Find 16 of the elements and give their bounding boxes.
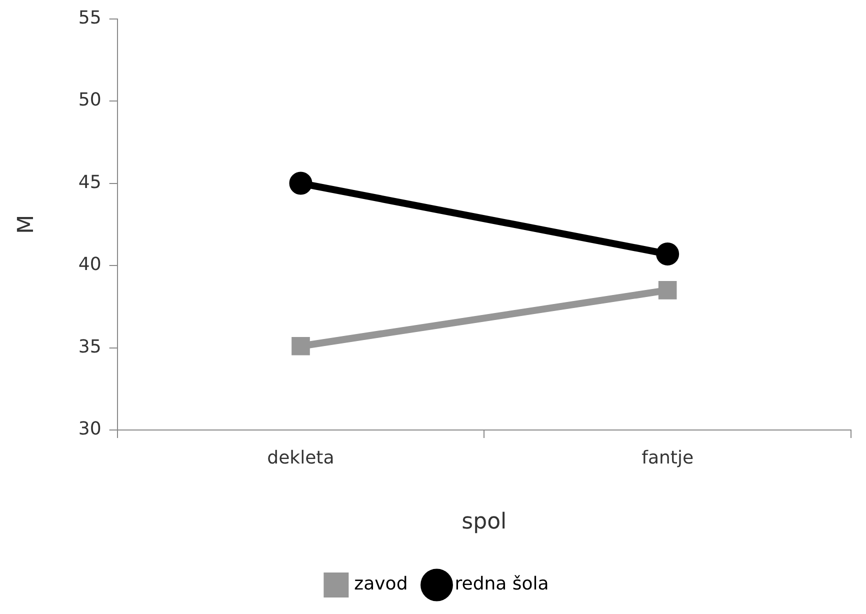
y-tick-label: 40 (78, 254, 102, 276)
x-axis-title: spol (462, 510, 507, 535)
x-tick-label: dekleta (267, 447, 334, 468)
point (292, 336, 310, 356)
y-tick-label: 35 (78, 336, 102, 358)
y-tick-label: 55 (78, 7, 102, 28)
y-tick-label: 30 (78, 418, 102, 440)
point (656, 242, 680, 266)
y-tick-label: 45 (78, 172, 102, 193)
point (289, 172, 312, 195)
legend-label: redna šola (454, 574, 549, 595)
legend-label: zavod (354, 574, 408, 595)
point (658, 281, 677, 300)
y-axis-title: M (14, 214, 39, 234)
y-tick-label: 50 (78, 90, 102, 111)
x-tick-label: fantje (642, 447, 694, 468)
